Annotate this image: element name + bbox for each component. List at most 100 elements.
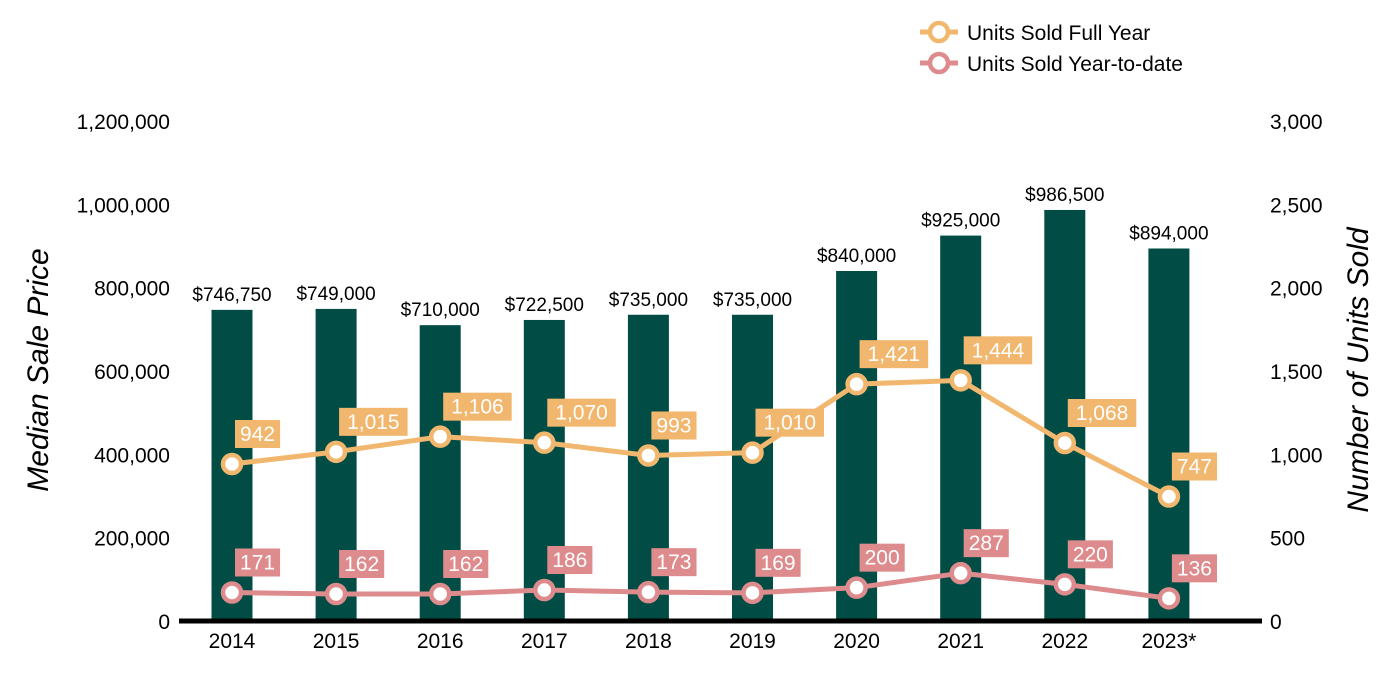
line-series: 942 1,015 1,106 1,070 993 1,010 1,421 1,444 1,06… — [220, 336, 1217, 610]
right-tick-label: 0 — [1270, 611, 1282, 634]
right-tick-label: 2,000 — [1270, 278, 1323, 301]
x-tick-label: 2020 — [833, 630, 880, 653]
units-point-label: 1,068 — [1076, 402, 1129, 425]
units-label-box — [235, 420, 281, 448]
units-label-box — [339, 550, 385, 578]
left-axis-ticks: 0 200,000 400,000 600,000 800,000 1,000,000 1,… — [77, 111, 170, 634]
x-tick-label: 2015 — [313, 630, 360, 653]
x-tick-label: 2019 — [729, 630, 776, 653]
units-point-marker — [428, 425, 452, 448]
legend-label: Units Sold Year-to-date — [967, 53, 1183, 76]
price-bar — [523, 319, 565, 621]
right-axis-ticks: 0 500 1,000 1,500 2,000 2,500 3,000 — [1270, 111, 1323, 634]
units-point-marker — [845, 576, 868, 599]
x-axis-ticks: 2014 2015 2016 2017 2018 2019 2020 2021 2022 2023… — [209, 630, 1197, 653]
price-bar-label: $722,500 — [505, 295, 584, 316]
units-point-label: 1,070 — [555, 402, 608, 425]
x-tick-label: 2023* — [1141, 630, 1196, 653]
units-point-marker — [1157, 587, 1181, 610]
left-tick-label: 200,000 — [94, 528, 170, 551]
units-point-marker — [1157, 485, 1181, 508]
units-point-label: 136 — [1177, 557, 1212, 580]
units-point-marker — [845, 372, 868, 396]
left-tick-label: 0 — [158, 611, 170, 634]
price-bar-label: $840,000 — [817, 246, 896, 267]
units-point-label: 1,421 — [868, 343, 921, 366]
right-tick-label: 500 — [1270, 528, 1305, 551]
legend-swatch-marker — [927, 51, 951, 75]
right-axis-title: Number of Units Sold — [1342, 226, 1375, 512]
price-bar-label: $735,000 — [609, 290, 688, 311]
units-point-label: 1,015 — [347, 411, 400, 434]
legend-swatch-marker — [927, 20, 951, 44]
right-tick-label: 3,000 — [1270, 111, 1323, 134]
units-point-marker — [637, 444, 660, 467]
units-label-box — [1171, 452, 1217, 481]
units-label-box — [651, 411, 697, 440]
units-point-marker — [741, 581, 764, 605]
units-label-box — [235, 548, 281, 577]
units-point-marker — [220, 452, 244, 476]
x-tick-label: 2021 — [937, 630, 984, 653]
units-label-box — [651, 548, 697, 577]
price-bar-label: $986,500 — [1025, 185, 1104, 206]
units-point-marker — [949, 561, 972, 585]
units-label-box — [755, 548, 801, 577]
x-tick-label: 2016 — [417, 630, 464, 653]
right-tick-label: 2,500 — [1270, 194, 1323, 217]
x-tick-label: 2014 — [209, 630, 256, 653]
units-label-box — [1067, 399, 1137, 427]
units-point-marker — [741, 441, 764, 464]
units-label-box — [547, 546, 593, 574]
left-tick-label: 1,200,000 — [77, 111, 170, 134]
price-bar-label: $746,750 — [192, 285, 271, 306]
units-point-marker — [428, 582, 452, 606]
price-bar-label: $894,000 — [1129, 224, 1208, 245]
units-line — [231, 377, 1171, 499]
units-point-label: 186 — [552, 549, 587, 572]
units-point-label: 747 — [1177, 456, 1212, 479]
left-tick-label: 800,000 — [94, 278, 170, 301]
price-bar-label: $710,000 — [401, 300, 480, 321]
bar-value-labels: $746,750 $749,000 $710,000 $722,500 $735,000… — [192, 185, 1208, 321]
x-tick-label: 2018 — [625, 630, 672, 653]
units-label-box — [443, 392, 512, 421]
bar-series — [211, 209, 1190, 622]
units-point-label: 220 — [1073, 543, 1108, 566]
units-point-label: 173 — [656, 551, 691, 574]
units-point-label: 993 — [656, 415, 691, 438]
units-label-box — [963, 529, 1009, 558]
price-bar-label: $735,000 — [713, 290, 792, 311]
units-point-marker — [533, 431, 556, 454]
units-label-box — [755, 408, 824, 437]
units-label-box — [859, 340, 929, 369]
units-label-box — [963, 336, 1033, 365]
units-label-box — [547, 398, 616, 427]
units-point-marker — [1053, 573, 1077, 596]
right-tick-label: 1,000 — [1270, 444, 1323, 467]
units-label-box — [859, 543, 905, 572]
units-point-marker — [533, 578, 556, 602]
price-bar-label: $925,000 — [921, 211, 1000, 232]
left-tick-label: 400,000 — [94, 444, 170, 467]
left-tick-label: 1,000,000 — [77, 194, 170, 217]
units-point-label: 162 — [344, 553, 379, 576]
units-point-label: 942 — [240, 423, 275, 446]
units-label-box — [443, 550, 489, 578]
units-point-label: 162 — [448, 553, 483, 576]
units-label-box — [339, 407, 408, 436]
left-tick-label: 600,000 — [94, 361, 170, 384]
x-tick-label: 2022 — [1041, 630, 1088, 653]
legend: Units Sold Full Year Units Sold Year-to-d… — [920, 20, 1183, 76]
units-point-marker — [220, 581, 244, 604]
price-bar-label: $749,000 — [296, 284, 375, 305]
units-label-box — [1067, 540, 1113, 569]
units-point-marker — [949, 369, 972, 392]
units-point-marker — [324, 440, 348, 464]
units-point-label: 1,106 — [451, 396, 504, 419]
units-point-label: 169 — [761, 552, 796, 575]
units-point-label: 171 — [240, 552, 275, 575]
units-point-marker — [637, 580, 660, 604]
x-tick-label: 2017 — [521, 630, 568, 653]
